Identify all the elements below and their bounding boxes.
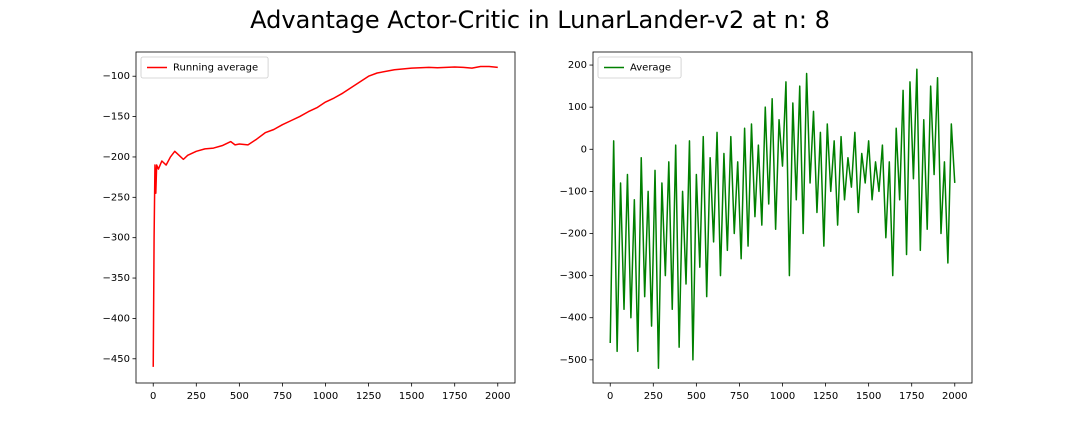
y-tick-label: 200 bbox=[568, 60, 587, 71]
x-tick-label: 750 bbox=[730, 391, 749, 402]
x-tick-label: 1500 bbox=[399, 391, 424, 402]
legend-box bbox=[140, 56, 269, 79]
x-tick-label: 1750 bbox=[899, 391, 924, 402]
y-tick-label: −350 bbox=[103, 273, 130, 284]
y-tick-label: −150 bbox=[103, 112, 130, 123]
x-tick-label: 750 bbox=[273, 391, 292, 402]
x-tick-label: 0 bbox=[607, 391, 613, 402]
x-tick-label: 2000 bbox=[485, 391, 510, 402]
y-tick-label: −400 bbox=[103, 313, 130, 324]
axes-frame bbox=[135, 51, 516, 384]
x-tick-label: 1250 bbox=[356, 391, 381, 402]
legend-box bbox=[597, 56, 682, 79]
x-tick-label: 1250 bbox=[813, 391, 838, 402]
x-tick-label: 1000 bbox=[770, 391, 795, 402]
y-tick-label: −100 bbox=[560, 186, 587, 197]
legend: Running average bbox=[140, 56, 269, 79]
data-line bbox=[152, 65, 498, 367]
y-tick-label: −500 bbox=[560, 355, 587, 366]
y-tick-label: −250 bbox=[103, 192, 130, 203]
x-tick-label: 0 bbox=[150, 391, 156, 402]
axes-frame bbox=[592, 51, 973, 384]
x-tick-label: 1750 bbox=[442, 391, 467, 402]
y-tick-label: −100 bbox=[103, 71, 130, 82]
x-tick-label: 500 bbox=[687, 391, 706, 402]
x-tick-label: 2000 bbox=[942, 391, 967, 402]
legend-label: Running average bbox=[173, 63, 258, 74]
y-tick-label: −200 bbox=[560, 229, 587, 240]
y-tick-label: −450 bbox=[103, 354, 130, 365]
x-tick-label: 250 bbox=[644, 391, 663, 402]
y-tick-label: −300 bbox=[560, 271, 587, 282]
legend-label: Average bbox=[630, 63, 671, 74]
y-tick-label: −300 bbox=[103, 233, 130, 244]
y-tick-label: 100 bbox=[568, 102, 587, 113]
legend: Average bbox=[597, 56, 682, 79]
data-line bbox=[609, 68, 956, 370]
y-tick-label: −400 bbox=[560, 313, 587, 324]
x-tick-label: 500 bbox=[230, 391, 249, 402]
figure-title: Advantage Actor-Critic in LunarLander-v2… bbox=[250, 6, 830, 34]
y-tick-label: 0 bbox=[581, 144, 587, 155]
y-tick-label: −200 bbox=[103, 152, 130, 163]
x-tick-label: 1500 bbox=[856, 391, 881, 402]
x-tick-label: 1000 bbox=[313, 391, 338, 402]
x-tick-label: 250 bbox=[187, 391, 206, 402]
